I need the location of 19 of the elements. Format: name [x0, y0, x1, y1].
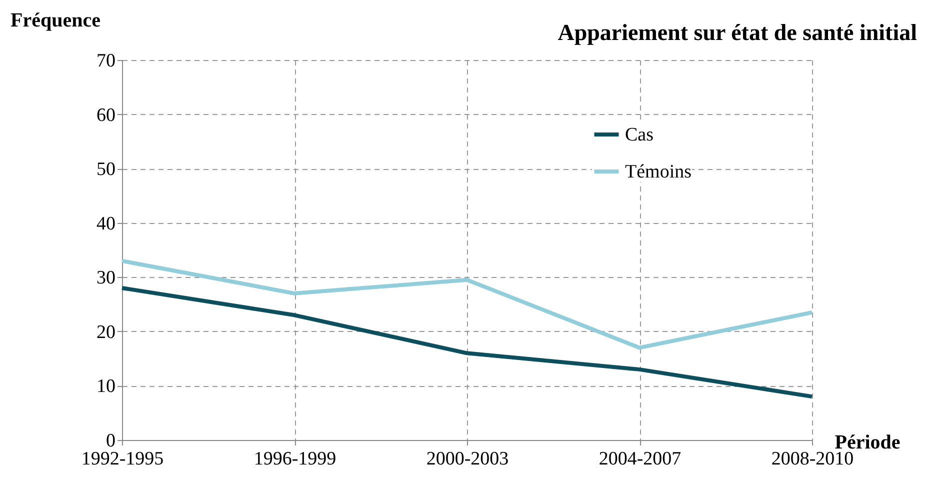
x-tick-label: 2008-2010	[771, 448, 854, 470]
y-tick-label: 60	[96, 104, 116, 126]
x-tick-label: 2000-2003	[426, 448, 509, 470]
legend-label: Témoins	[625, 162, 692, 182]
line-series	[120, 258, 814, 350]
legend-label: Cas	[625, 124, 654, 146]
y-tick-label: 50	[96, 159, 116, 180]
x-tick-label: 1992-1995	[81, 448, 164, 470]
x-tick-label: 2004-2007	[598, 448, 682, 470]
y-tick-label: 20	[96, 322, 116, 343]
x-tick-label: 1996-1999	[254, 448, 336, 470]
chart-title: Appariement sur état de santé initial	[558, 20, 917, 45]
y-tick-label: 30	[96, 268, 116, 289]
line-series	[120, 286, 814, 399]
y-axis-title: Fréquence	[10, 10, 101, 32]
y-tick-label: 0	[106, 430, 116, 452]
y-tick-label: 70	[96, 50, 116, 72]
y-tick-label: 10	[96, 376, 116, 398]
y-tick-label: 40	[96, 213, 116, 234]
